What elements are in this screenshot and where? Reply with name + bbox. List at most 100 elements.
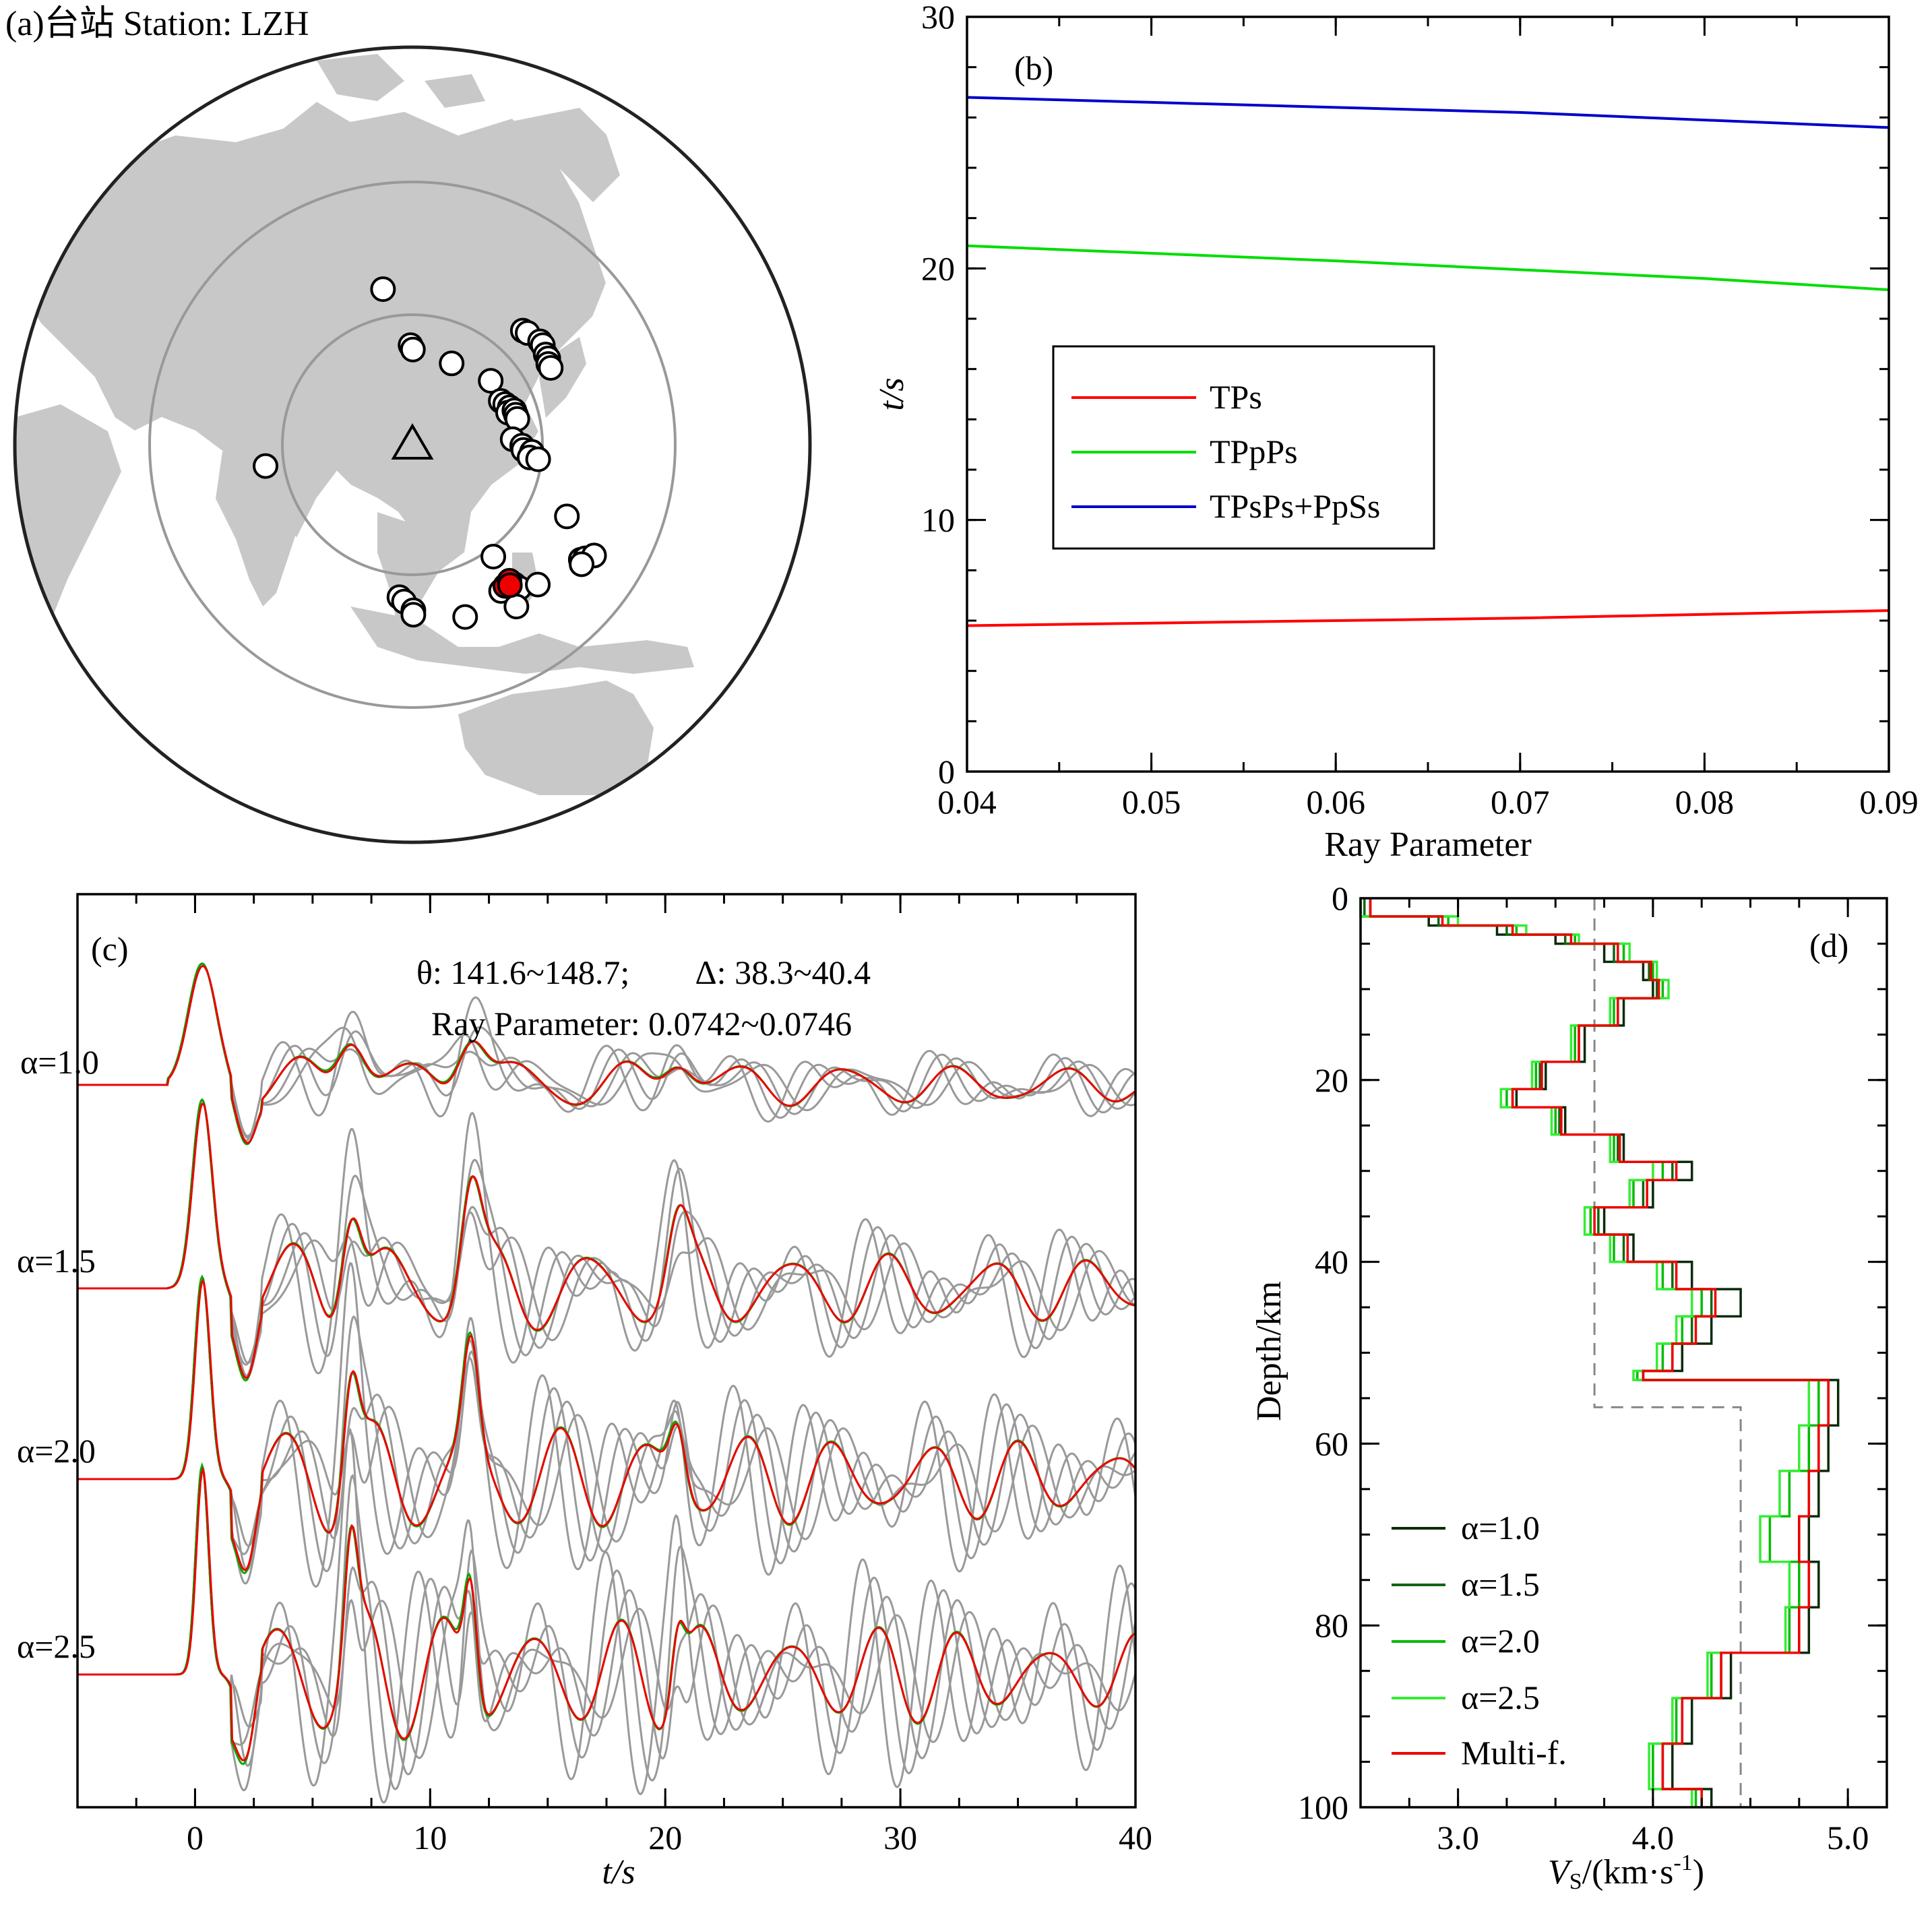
legend-label-alpha-2-5: α=2.5: [1461, 1679, 1540, 1716]
observed-trace: [77, 1098, 1136, 1365]
panel-c-ticks: 0 10 20 30 40: [76, 894, 1152, 1856]
panel-c-annotation-angles: θ: 141.6~148.7; Δ: 38.3~40.4: [416, 953, 871, 991]
observed-trace: [77, 962, 1137, 1141]
panel-b-ylabel: t/s: [873, 377, 911, 410]
x-tick-label: 10: [413, 1819, 447, 1856]
event-marker: [478, 368, 504, 394]
panel-b-legend: TPs TPpPs TPsPs+PpSs: [1052, 345, 1435, 550]
velocity-profile-2: [1359, 898, 1820, 1807]
y-tick-label: 100: [1298, 1788, 1348, 1826]
y-tick-label: 20: [921, 249, 955, 287]
x-tick-label: 40: [1119, 1819, 1152, 1856]
legend-label-alpha-1-5: α=1.5: [1461, 1565, 1540, 1603]
panel-c-frame: [76, 893, 1137, 1809]
event-marker: [554, 503, 580, 530]
legend-label-multi-f: Multi-f.: [1461, 1734, 1567, 1772]
y-tick-label: 30: [921, 0, 955, 36]
panel-d-label: (d): [1809, 927, 1848, 964]
y-tick-label: 20: [1315, 1061, 1348, 1099]
panel-c-xlabel: t/s: [602, 1853, 635, 1891]
panel-c-chart: 0 10 20 30 40 (c) θ: 141.6~148.7; Δ: 38.3~40…: [17, 893, 1152, 1891]
y-tick-label: 40: [1315, 1243, 1348, 1281]
legend-label-tps: TPs: [1210, 378, 1262, 416]
trace-label-alpha-2-0: α=2.0: [17, 1432, 96, 1470]
legend-label-alpha-2-0: α=2.0: [1461, 1622, 1540, 1660]
event-marker: [400, 602, 427, 628]
y-tick-label: 10: [921, 501, 955, 539]
y-tick-label: 0: [1332, 879, 1348, 917]
series-line-0: [966, 609, 1890, 627]
panel-b-chart: 0.04 0.05 0.06 0.07 0.08 0.09 0 10 20 30 (b) Ray …: [873, 0, 1919, 864]
x-tick-label: 4.0: [1632, 1819, 1675, 1856]
globe-outline: [13, 45, 812, 844]
distance-ring-60deg: [148, 181, 677, 709]
legend-label-tpsps: TPsPs+PpSs: [1210, 487, 1380, 525]
event-marker: [253, 453, 279, 479]
observed-trace: [77, 1098, 1137, 1377]
land-arabia-africa: [15, 404, 121, 741]
event-marker: [525, 571, 551, 598]
event-marker: [400, 336, 426, 363]
panel-d-legend: α=1.0 α=1.5 α=2.0 α=2.5 Multi-f.: [1392, 1509, 1567, 1772]
land-india: [216, 445, 317, 606]
legend-label-tppps: TPpPs: [1210, 433, 1298, 470]
series-line-1: [966, 244, 1890, 292]
event-marker: [525, 446, 551, 472]
x-tick-label: 3.0: [1437, 1819, 1479, 1856]
x-tick-label: 0.07: [1491, 783, 1550, 821]
x-tick-label: 0: [187, 1819, 204, 1856]
observed-trace: [77, 1462, 1137, 1792]
selected-event-marker: [497, 572, 523, 598]
multi-frequency-trace: [78, 1466, 1137, 1761]
event-marker: [452, 604, 478, 630]
observed-trace: [77, 1262, 1137, 1588]
land-arctic-islands: [317, 54, 485, 108]
panel-d-ylabel: Depth/km: [1250, 1281, 1288, 1421]
trace-label-alpha-2-5: α=2.5: [17, 1627, 96, 1665]
panel-b-ticks: 0.04 0.05 0.06 0.07 0.08 0.09 0 10 20 30: [921, 0, 1919, 821]
x-tick-label: 0.06: [1306, 783, 1365, 821]
panel-c-label: (c): [91, 930, 129, 968]
x-tick-label: 0.09: [1859, 783, 1919, 821]
series-line-2: [966, 96, 1890, 129]
panel-a-title: (a)台站 Station: LZH: [5, 5, 309, 43]
x-tick-label: 5.0: [1827, 1819, 1869, 1856]
x-tick-label: 30: [883, 1819, 917, 1856]
velocity-profile-1: [1363, 898, 1830, 1807]
trace-label-alpha-1-5: α=1.5: [17, 1242, 96, 1280]
panel-c-annotation-ray: Ray Parameter: 0.0742~0.0746: [431, 1005, 852, 1042]
x-tick-label: 20: [648, 1819, 682, 1856]
land-australia: [458, 681, 654, 795]
event-markers: [253, 276, 607, 630]
observed-trace: [77, 1428, 1137, 1804]
panel-d-ticks: 3.0 4.0 5.0 0 20 40 60 80 100: [1298, 879, 1887, 1856]
x-tick-label: 0.08: [1675, 783, 1735, 821]
synthetic-trace: [77, 1274, 1137, 1575]
multi-frequency-trace: [78, 1102, 1137, 1379]
event-marker: [480, 543, 507, 569]
trace-label-alpha-1-0: α=1.0: [20, 1043, 99, 1081]
observed-trace: [77, 1274, 1137, 1555]
y-tick-label: 0: [938, 753, 955, 790]
event-marker: [439, 350, 465, 377]
event-marker: [370, 276, 396, 303]
legend-label-alpha-1-0: α=1.0: [1461, 1509, 1540, 1546]
land-indonesia: [350, 606, 694, 674]
panel-d-profiles: [1359, 898, 1840, 1807]
panel-c-traces: [77, 962, 1138, 1804]
multi-frequency-trace: [78, 1278, 1138, 1571]
event-marker: [503, 594, 530, 620]
panel-a-map: (a)台站 Station: LZH: [5, 5, 812, 844]
x-tick-label: 0.05: [1122, 783, 1181, 821]
event-marker: [538, 354, 564, 381]
panel-b-series: [966, 96, 1890, 627]
velocity-profile-4: [1369, 898, 1830, 1807]
y-tick-label: 80: [1315, 1606, 1348, 1644]
observed-trace: [77, 1462, 1137, 1776]
land-japan: [539, 337, 586, 418]
y-tick-label: 60: [1315, 1425, 1348, 1462]
panel-d-chart: 3.0 4.0 5.0 0 20 40 60 80 100 (d) VS/(km·s-1) De…: [1250, 879, 1888, 1894]
multi-frequency-trace: [78, 965, 1137, 1144]
panel-b-frame: [966, 15, 1890, 773]
land-ne-asia: [512, 108, 620, 202]
